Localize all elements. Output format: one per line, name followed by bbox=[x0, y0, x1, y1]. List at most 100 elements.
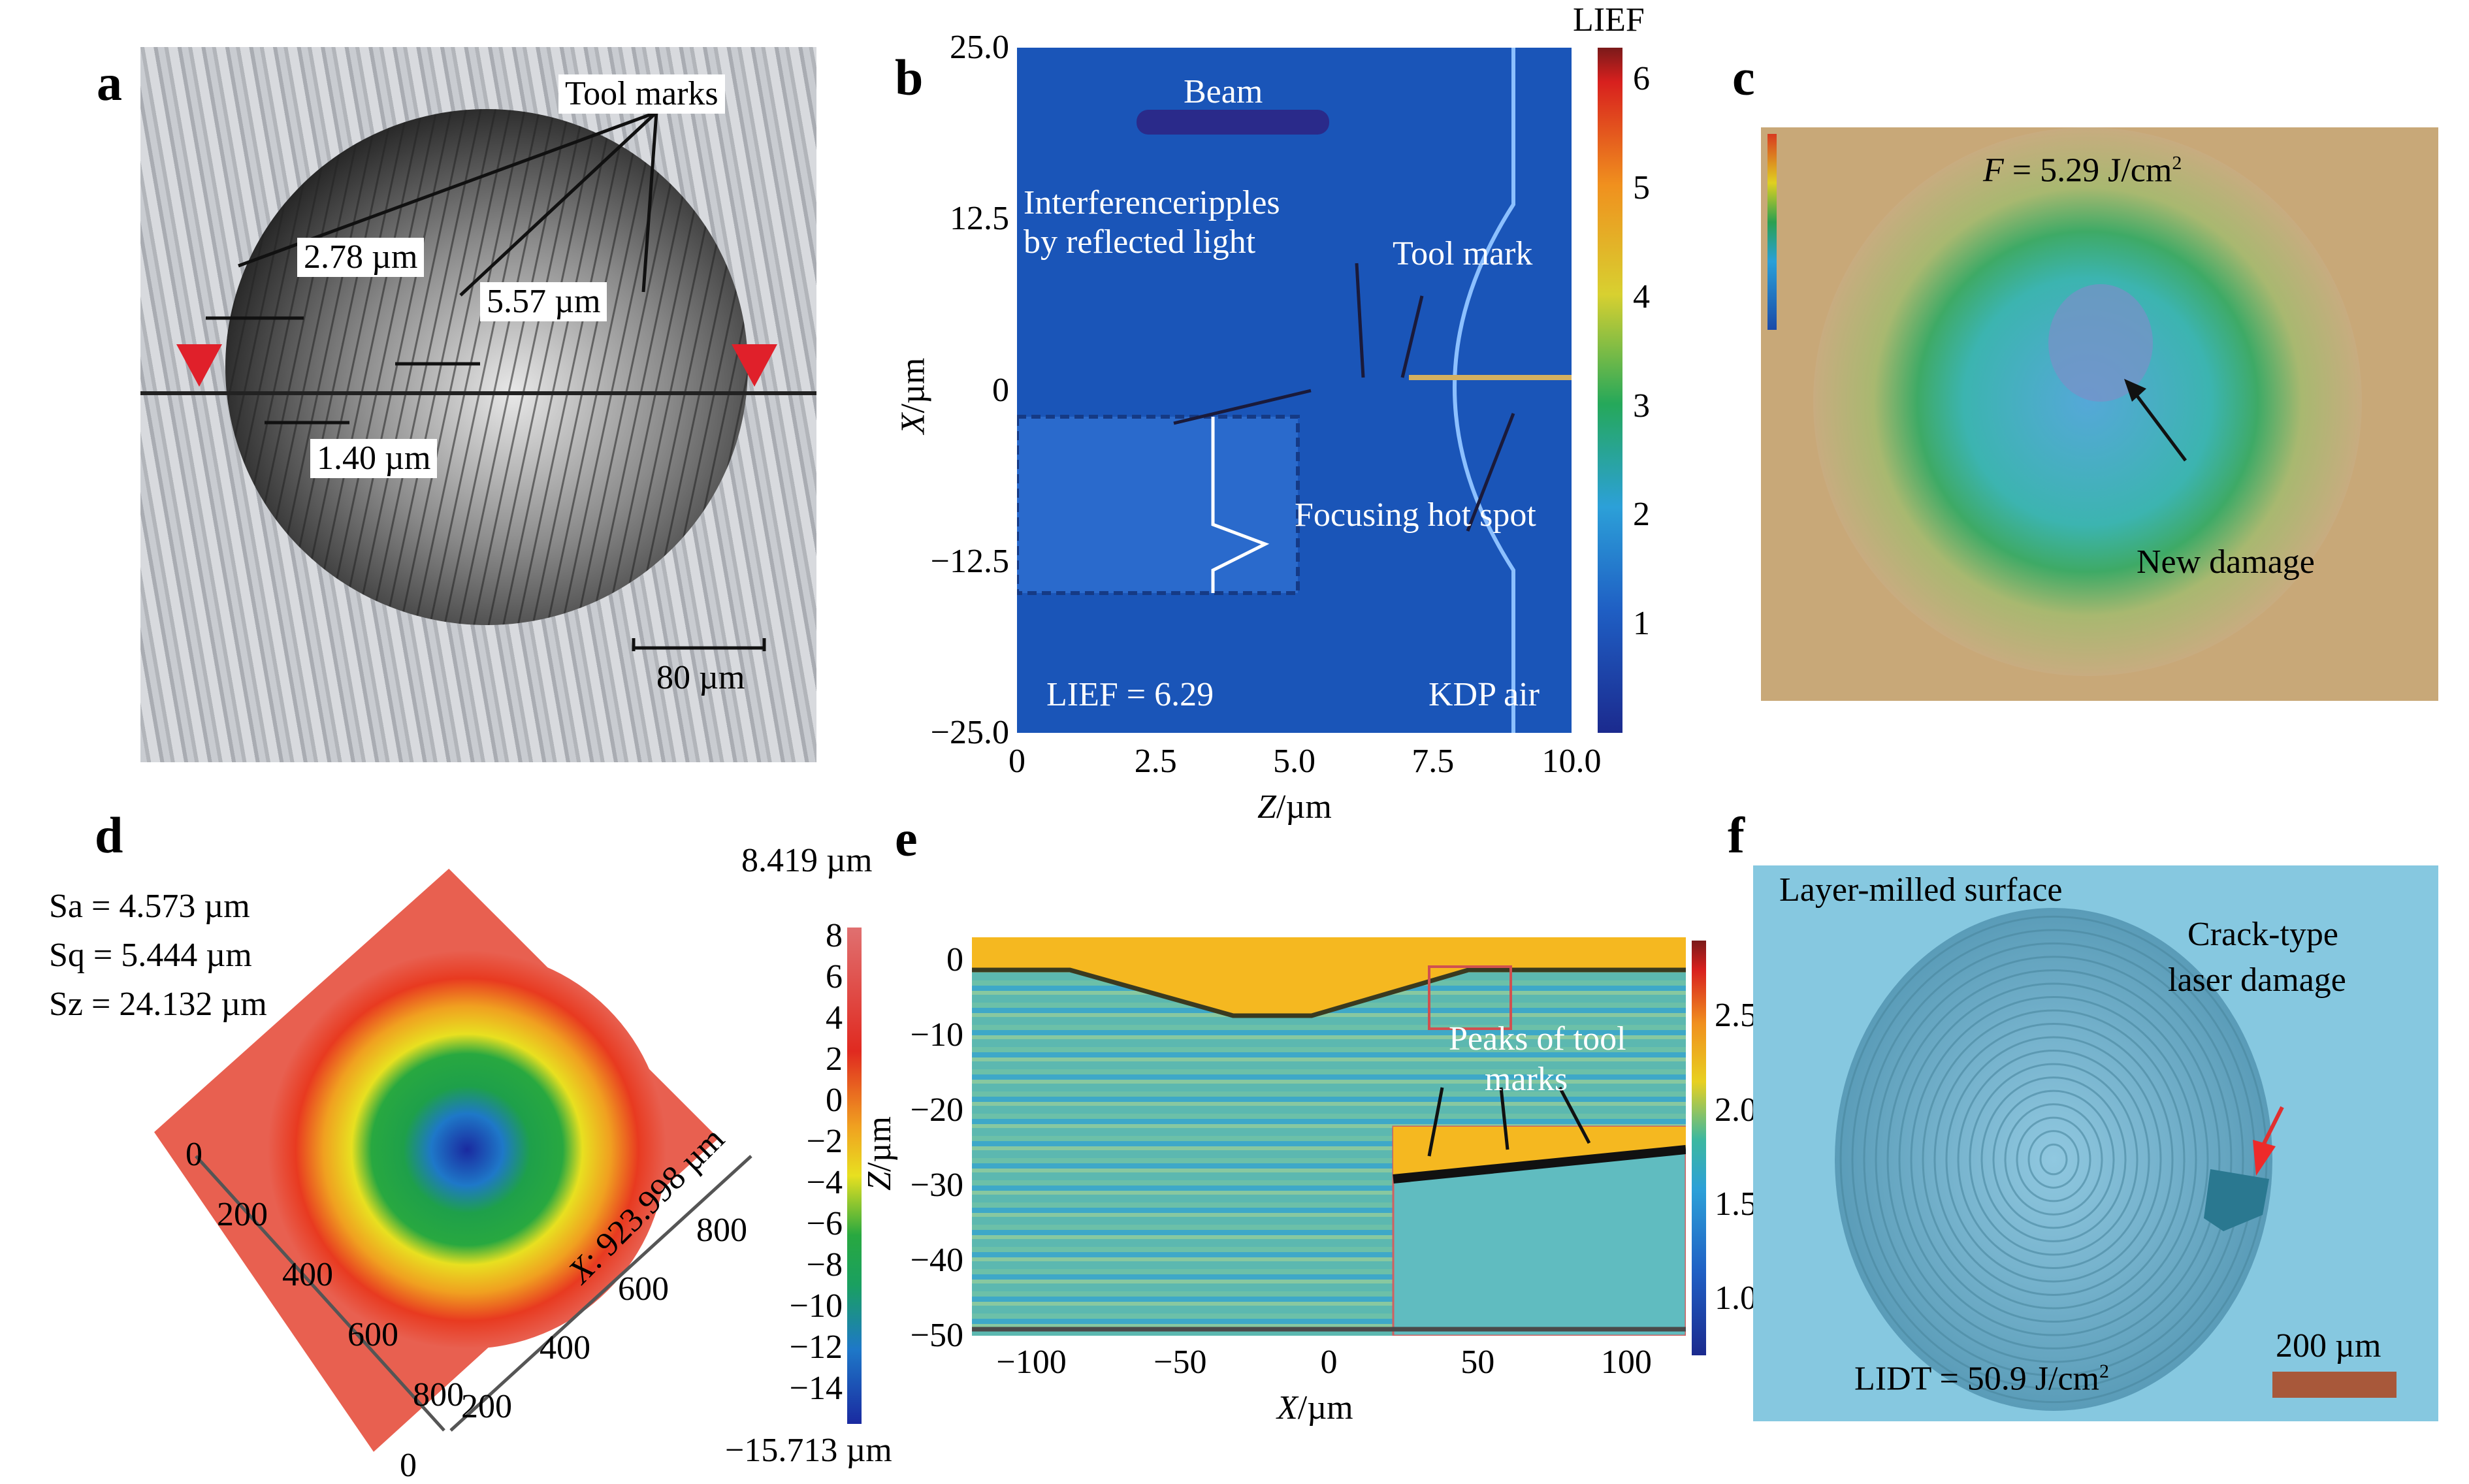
left-axis-tick: 800 bbox=[413, 1376, 464, 1413]
panel-a-micrograph: Tool marks 2.78 µm 5.57 µm 1.40 µm 80 µm bbox=[140, 47, 816, 762]
media-label: KDP air bbox=[1428, 676, 1540, 713]
lief-value-label: LIEF = 6.29 bbox=[1046, 676, 1214, 713]
left-axis-tick: 600 bbox=[347, 1316, 398, 1353]
colorbar-tick-label: −2 bbox=[806, 1123, 843, 1161]
beam-bar bbox=[1137, 110, 1329, 135]
e-y-unit: /µm bbox=[860, 1116, 898, 1172]
panel-e-x-axis-label: X/µm bbox=[1277, 1391, 1353, 1425]
x-tick-label: 5.0 bbox=[1273, 743, 1315, 780]
colorbar-tick-label: 8 bbox=[826, 917, 843, 955]
fluence-sup: 2 bbox=[2172, 152, 2182, 174]
milling-ring bbox=[1886, 969, 2221, 1350]
surface-stat: Sq = 5.444 µm bbox=[49, 937, 252, 974]
x-tick-label: 100 bbox=[1600, 1344, 1652, 1381]
surface-stat: Sz = 24.132 µm bbox=[49, 986, 267, 1023]
surface-profile bbox=[972, 967, 1686, 1018]
y-tick-label: −20 bbox=[910, 1091, 963, 1129]
x-tick-label: 10.0 bbox=[1541, 743, 1602, 780]
panel-d-colorbar bbox=[847, 928, 862, 1424]
x-tick-label: 0 bbox=[1320, 1344, 1338, 1381]
milling-ring bbox=[1875, 956, 2233, 1363]
colorbar-tick-label: −10 bbox=[789, 1287, 843, 1325]
milling-ring bbox=[1945, 1036, 2162, 1283]
colorbar-tick-label: −12 bbox=[789, 1329, 843, 1366]
colorbar-tick-label: 4 bbox=[826, 999, 843, 1037]
y-tick-label: −30 bbox=[910, 1166, 963, 1204]
x-tick-label: 50 bbox=[1460, 1344, 1495, 1381]
milling-ring bbox=[1898, 982, 2209, 1336]
y-tick-label: −25.0 bbox=[930, 714, 1009, 751]
y-tick-label: −12.5 bbox=[930, 542, 1009, 580]
panel-d-surface bbox=[154, 869, 752, 1452]
interference-label-line1: Interferenceripples bbox=[1024, 184, 1280, 221]
milling-ring bbox=[1957, 1050, 2150, 1269]
colorbar-tick-label: 4 bbox=[1633, 278, 1650, 315]
colorbar-tick-label: −8 bbox=[806, 1246, 843, 1284]
milling-ring bbox=[2039, 1143, 2068, 1176]
crack-damage bbox=[2204, 1169, 2269, 1231]
colorbar-tick-label: 1 bbox=[1633, 605, 1650, 643]
panel-d-label: d bbox=[95, 807, 123, 863]
pit-contours bbox=[268, 950, 666, 1349]
milling-ring bbox=[2004, 1103, 2103, 1216]
colorbar-tick-label: 0 bbox=[826, 1082, 843, 1120]
colorbar-tick-label: 2 bbox=[1633, 496, 1650, 534]
right-axis-tick: 200 bbox=[461, 1388, 512, 1425]
colorbar-tick-label: 6 bbox=[826, 958, 843, 996]
spacing-label-2: 5.57 µm bbox=[480, 282, 607, 321]
y-tick-label: 12.5 bbox=[950, 200, 1009, 238]
left-axis bbox=[195, 1155, 445, 1432]
y-label-var: X bbox=[894, 413, 932, 434]
left-axis-tick: 0 bbox=[186, 1136, 202, 1173]
milling-ring bbox=[2016, 1116, 2091, 1202]
e-x-unit: /µm bbox=[1297, 1389, 1353, 1427]
spacing-label-1: 2.78 µm bbox=[297, 238, 425, 277]
tool-mark-peaks-line bbox=[1393, 1145, 1686, 1184]
y-tick-label: −40 bbox=[910, 1241, 963, 1279]
crack-label-line2: laser damage bbox=[2168, 961, 2346, 999]
panel-a-label: a bbox=[97, 54, 122, 111]
panel-f-micrograph: Layer-milled surface Crack-type laser da… bbox=[1753, 865, 2438, 1421]
colorbar-tick-label: −6 bbox=[806, 1205, 843, 1243]
panel-c-damage-map: F = 5.29 J/cm2 New damage bbox=[1761, 127, 2438, 701]
milling-ring bbox=[1910, 995, 2197, 1323]
colorbar-tick-label: 2.5 bbox=[1715, 997, 1757, 1035]
milled-crater bbox=[1835, 908, 2272, 1411]
milling-ring bbox=[1992, 1089, 2115, 1229]
new-damage-label: New damage bbox=[2137, 543, 2315, 581]
tool-mark-label: Tool mark bbox=[1393, 235, 1533, 272]
e-y-var: Z bbox=[860, 1171, 898, 1191]
scale-bar-label-f: 200 µm bbox=[2276, 1327, 2381, 1364]
right-axis bbox=[449, 1155, 752, 1432]
tool-marks-label: Tool marks bbox=[558, 74, 725, 114]
right-axis-tick: 800 bbox=[696, 1212, 747, 1249]
panel-b-colorbar-title: LIEF bbox=[1573, 1, 1645, 39]
x-label-var: Z bbox=[1257, 788, 1276, 826]
panel-f-label: f bbox=[1728, 807, 1745, 863]
spacing-label-3: 1.40 µm bbox=[310, 439, 438, 478]
colorbar-tick-label: −14 bbox=[789, 1370, 843, 1408]
panel-b-x-axis-label: Z/µm bbox=[1257, 790, 1332, 824]
panel-d-colorbar-max: 8.419 µm bbox=[741, 842, 873, 879]
panel-b-colorbar bbox=[1598, 48, 1622, 733]
colorbar-tick-label: 2.0 bbox=[1715, 1091, 1757, 1129]
milling-ring bbox=[1969, 1063, 2138, 1256]
milling-ring bbox=[1922, 1009, 2186, 1310]
zoom-region-box bbox=[1428, 965, 1512, 1030]
hot-spot-label: Focusing hot spot bbox=[1295, 496, 1536, 534]
new-damage-arrow-icon bbox=[2124, 379, 2146, 402]
milling-ring bbox=[1980, 1076, 2127, 1242]
panel-b-label: b bbox=[895, 49, 924, 106]
right-axis-tick: 600 bbox=[618, 1270, 669, 1308]
interference-label-line2: by reflected light bbox=[1024, 223, 1256, 261]
panel-a-overlay bbox=[140, 109, 816, 651]
panel-e-colorbar bbox=[1692, 941, 1706, 1355]
panel-e-field-map: Peaks of tool marks bbox=[972, 937, 1686, 1336]
panel-e-y-axis-label: Z/µm bbox=[860, 1116, 898, 1191]
e-x-var: X bbox=[1277, 1389, 1298, 1427]
milling-ring bbox=[1863, 942, 2244, 1377]
left-axis-tick: 400 bbox=[282, 1256, 333, 1293]
x-tick-label: 0 bbox=[1009, 743, 1025, 780]
peaks-label-line1: Peaks of tool bbox=[1449, 1020, 1626, 1057]
y-tick-label: 0 bbox=[946, 941, 963, 978]
